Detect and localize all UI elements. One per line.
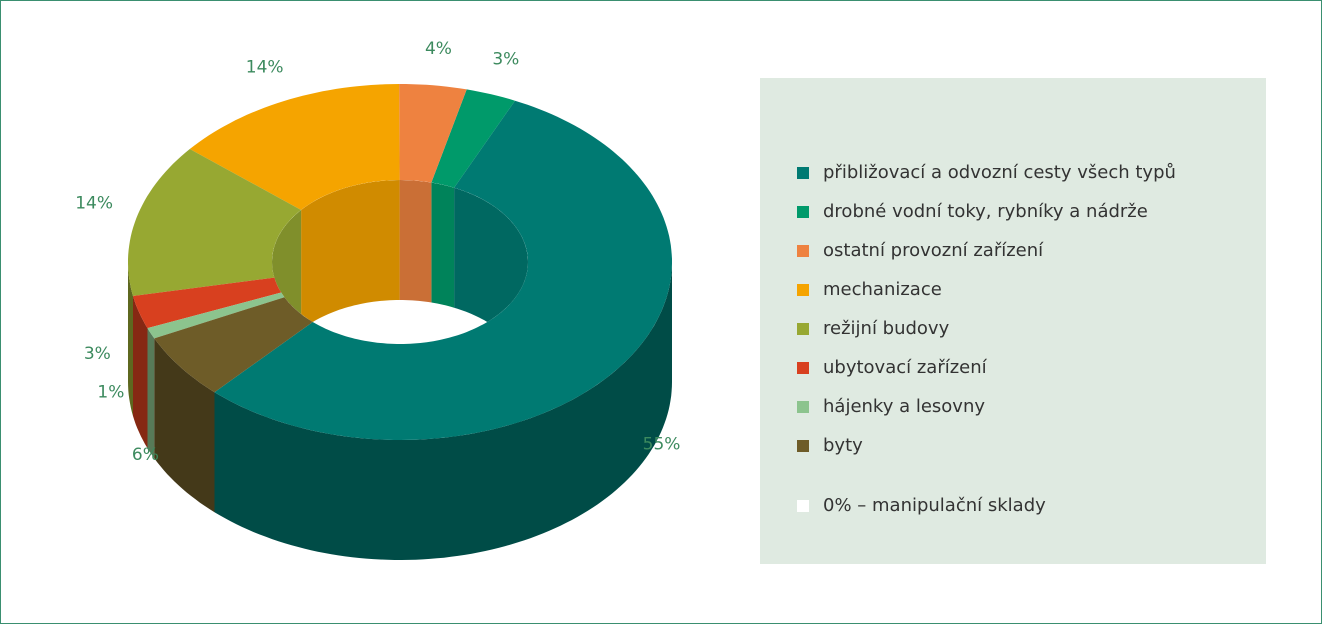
slice	[154, 297, 313, 393]
legend-label: přibližovací a odvozní cesty všech typů	[823, 162, 1176, 183]
legend-label: mechanizace	[823, 279, 942, 300]
slice	[128, 149, 302, 296]
value-label: 14%	[75, 193, 113, 213]
outer-wall	[154, 338, 215, 513]
legend-note: 0% – manipulační sklady	[823, 495, 1046, 516]
legend-swatch	[797, 362, 809, 374]
legend-swatch	[797, 440, 809, 452]
slice	[133, 277, 282, 329]
legend-label: ostatní provozní zařízení	[823, 240, 1044, 261]
slice	[214, 100, 672, 440]
legend-box	[760, 78, 1266, 564]
legend-label: drobné vodní toky, rybníky a nádrže	[823, 201, 1148, 222]
legend-swatch	[797, 206, 809, 218]
slice-side	[128, 262, 133, 416]
slice	[399, 84, 467, 183]
value-label: 3%	[84, 344, 111, 364]
outer-wall	[128, 262, 133, 416]
slice-inner	[301, 180, 400, 330]
legend-label: byty	[823, 435, 863, 456]
value-label: 4%	[425, 39, 452, 59]
inner-wall	[301, 180, 400, 330]
slice-side	[214, 262, 672, 560]
side-walls	[128, 262, 672, 560]
outer-wall	[133, 296, 148, 449]
top-faces	[128, 84, 672, 440]
inner-wall	[431, 182, 455, 308]
legend-label: režijní budovy	[823, 318, 950, 339]
inner-wall	[399, 180, 432, 303]
value-label: 14%	[246, 57, 284, 77]
legend-swatch	[797, 284, 809, 296]
slice-side	[154, 338, 215, 513]
slice-inner	[431, 182, 455, 308]
slice-inner	[399, 180, 432, 303]
legend-label: ubytovací zařízení	[823, 357, 988, 378]
legend-swatch	[797, 500, 809, 512]
slice-side	[147, 328, 155, 459]
value-label: 3%	[492, 49, 519, 69]
legend-swatch	[797, 323, 809, 335]
value-label: 6%	[132, 445, 159, 465]
slice	[431, 89, 515, 188]
value-label: 55%	[643, 435, 681, 455]
legend-swatch	[797, 245, 809, 257]
outer-wall	[214, 262, 672, 560]
slice	[189, 84, 400, 210]
slice-side	[133, 296, 148, 449]
outer-wall	[147, 328, 155, 459]
legend-swatch	[797, 401, 809, 413]
value-label: 1%	[97, 383, 124, 403]
slice	[147, 292, 285, 339]
legend-swatch	[797, 167, 809, 179]
legend-label: hájenky a lesovny	[823, 396, 985, 417]
